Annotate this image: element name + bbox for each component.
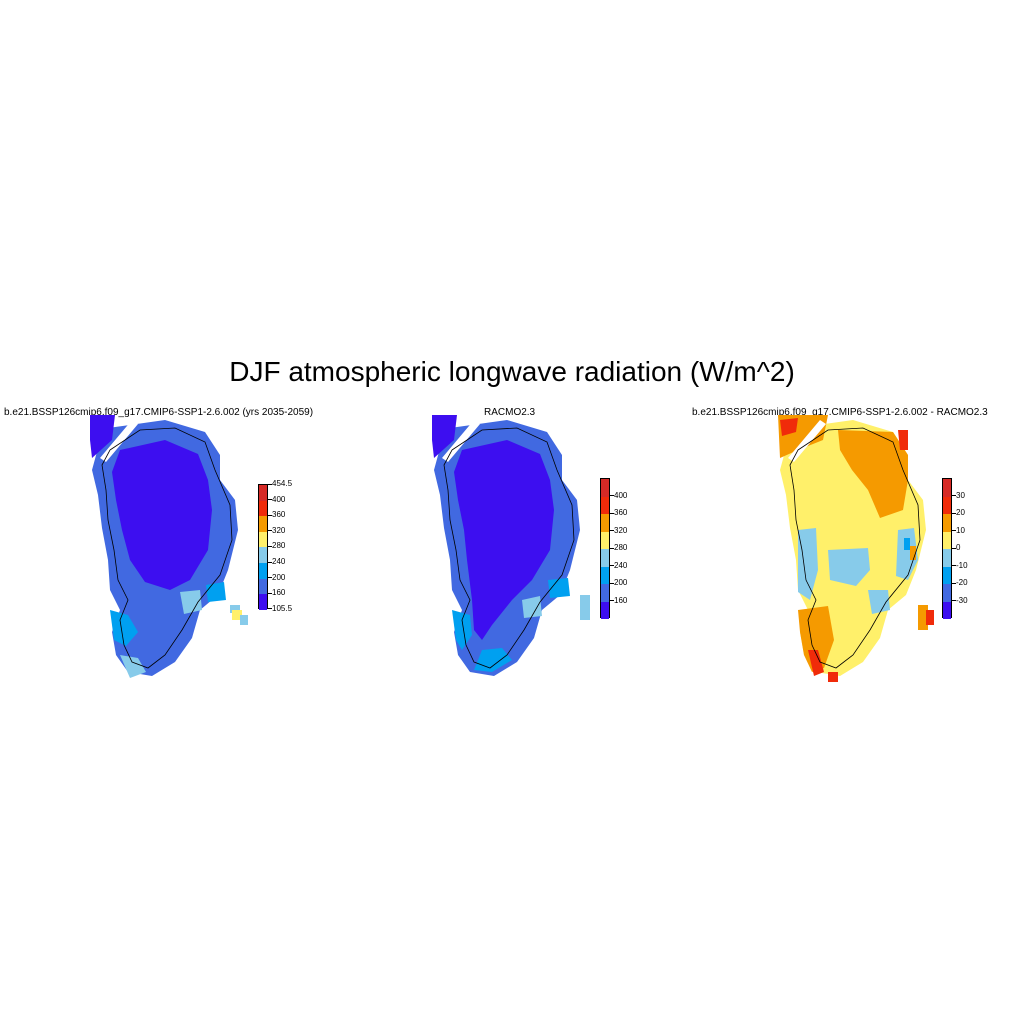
ice-sheet-fill xyxy=(90,415,248,678)
colorbar-tick xyxy=(610,565,614,566)
colorbar-label: 160 xyxy=(272,588,286,598)
panel-1-title: b.e21.BSSP126cmip6.f09_g17.CMIP6-SSP1-2.… xyxy=(4,407,314,418)
coastline xyxy=(789,427,921,669)
colorbar-swatch xyxy=(259,547,267,563)
colorbar-frame xyxy=(600,478,610,619)
colorbar-tick xyxy=(610,530,614,531)
colorbar-label: 200 xyxy=(272,572,286,582)
panel-2-map xyxy=(432,415,590,676)
colorbar-swatch xyxy=(943,514,951,532)
colorbar-tick xyxy=(952,495,956,496)
colorbar-swatch xyxy=(943,566,951,584)
colorbar-swatch xyxy=(259,578,267,595)
colorbar-tick xyxy=(268,514,272,516)
colorbar-label: 0 xyxy=(956,543,961,552)
figure-title: DJF atmospheric longwave radiation (W/m^… xyxy=(229,356,795,387)
colorbar-tick xyxy=(268,592,272,594)
colorbar-tick xyxy=(952,565,956,566)
colorbar-label: 240 xyxy=(272,557,286,566)
colorbar-label: -30 xyxy=(956,595,968,605)
colorbar-label: 454.5 xyxy=(272,479,293,488)
colorbar-tick xyxy=(610,600,614,601)
colorbar-swatch xyxy=(259,516,267,532)
colorbar-tick xyxy=(268,608,272,610)
colorbar-label: 105.5 xyxy=(272,603,293,613)
colorbar-tick xyxy=(268,545,272,547)
colorbar-swatch xyxy=(943,601,951,619)
difference-fill xyxy=(778,415,934,682)
colorbar-tick xyxy=(610,547,614,549)
colorbar-frame xyxy=(258,484,268,610)
colorbar-swatch xyxy=(259,594,267,610)
panel-3-title: b.e21.BSSP126cmip6.f09_g17.CMIP6-SSP1-2.… xyxy=(692,407,988,418)
colorbar-tick xyxy=(268,530,272,532)
colorbar-label: 320 xyxy=(614,525,628,535)
colorbar-tick xyxy=(610,495,614,496)
coastline xyxy=(101,427,233,669)
colorbar-label: 400 xyxy=(614,490,628,500)
colorbar-label: 160 xyxy=(614,595,628,605)
colorbar-label: 360 xyxy=(272,510,286,520)
colorbar-tick xyxy=(268,499,272,501)
colorbar-swatch xyxy=(943,479,951,497)
colorbar-swatch xyxy=(259,485,267,501)
colorbar-label: 400 xyxy=(272,494,286,504)
colorbar-label: 280 xyxy=(614,543,628,552)
colorbar-tick xyxy=(610,582,614,584)
colorbar-label: -20 xyxy=(956,578,968,587)
colorbar-label: 320 xyxy=(272,525,286,535)
colorbar-swatch xyxy=(259,563,267,579)
colorbar-swatch xyxy=(601,514,609,532)
panel-1-map xyxy=(90,415,248,678)
colorbar-swatch xyxy=(943,496,951,514)
colorbar-tick xyxy=(268,577,272,579)
colorbar-tick xyxy=(952,547,956,549)
colorbar-swatch xyxy=(601,531,609,549)
colorbar-tick xyxy=(268,561,272,563)
colorbar-swatch xyxy=(943,549,951,567)
colorbar-label: 20 xyxy=(956,508,965,517)
colorbar-swatch xyxy=(943,584,951,602)
colorbar-label: -10 xyxy=(956,560,968,570)
colorbar-label: 280 xyxy=(272,541,286,551)
colorbar-label: 30 xyxy=(956,490,965,500)
colorbar-frame xyxy=(942,478,952,619)
colorbar-swatch xyxy=(259,500,267,517)
colorbar-swatch xyxy=(259,531,267,548)
colorbar-tick xyxy=(952,600,956,601)
colorbar-swatch xyxy=(601,601,609,619)
colorbar-tick xyxy=(952,512,956,514)
coastline xyxy=(443,427,575,669)
colorbar-swatch xyxy=(943,531,951,549)
colorbar-swatch xyxy=(601,566,609,584)
colorbar-swatch xyxy=(601,584,609,602)
colorbar-tick xyxy=(610,512,614,514)
ice-sheet-fill xyxy=(432,415,590,676)
colorbar-swatch xyxy=(601,496,609,514)
colorbar-swatch xyxy=(601,549,609,567)
colorbar-label: 240 xyxy=(614,560,628,570)
colorbar-swatch xyxy=(601,479,609,497)
colorbar-label: 360 xyxy=(614,508,628,517)
colorbar-label: 200 xyxy=(614,578,628,587)
panel-2-title: RACMO2.3 xyxy=(484,407,536,418)
colorbar-tick xyxy=(952,530,956,531)
colorbar-tick xyxy=(952,582,956,584)
panel-3-map xyxy=(778,415,934,682)
colorbar-label: 10 xyxy=(956,525,965,535)
colorbar-tick xyxy=(268,483,272,485)
